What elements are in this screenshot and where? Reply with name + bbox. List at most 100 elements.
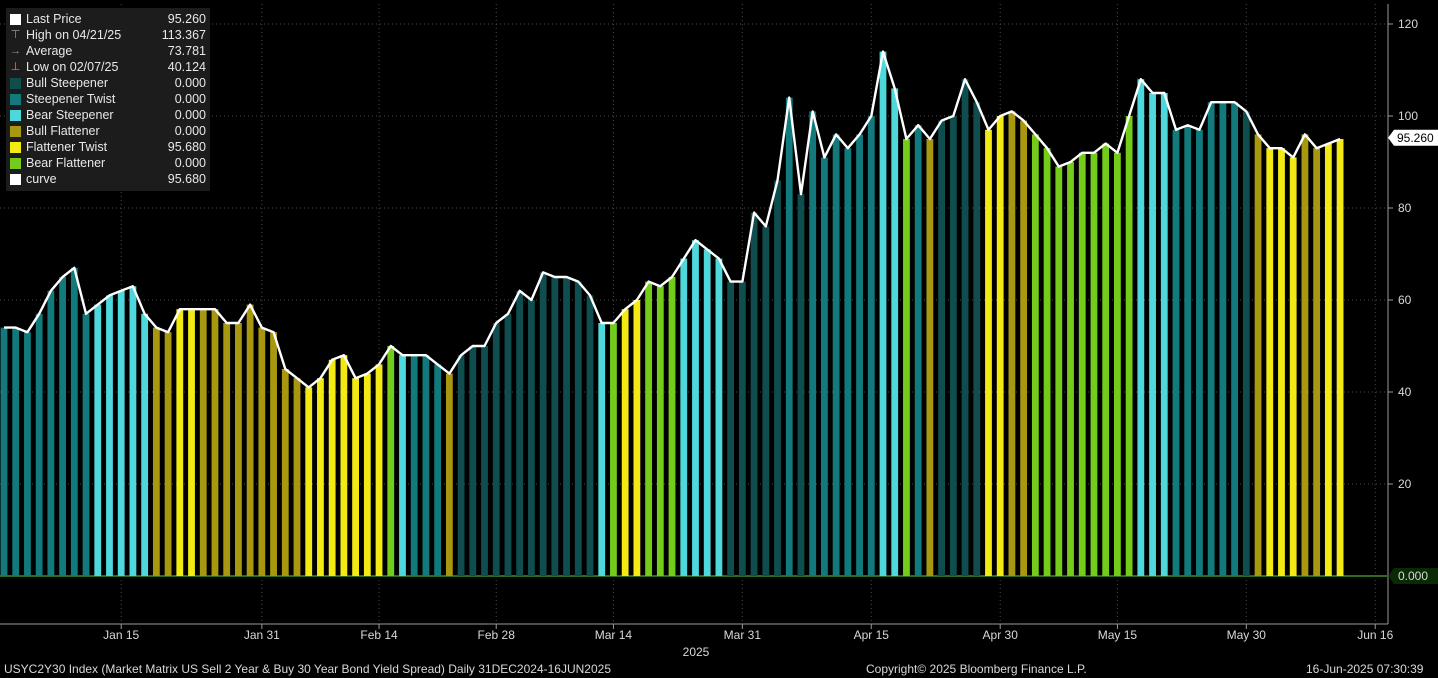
bar bbox=[94, 304, 102, 576]
bar bbox=[1266, 148, 1274, 576]
bar bbox=[551, 277, 559, 576]
x-tick-label: Apr 30 bbox=[983, 628, 1019, 642]
bar bbox=[24, 332, 31, 576]
legend-value: 113.367 bbox=[161, 28, 206, 42]
bar bbox=[1324, 143, 1332, 576]
x-tick-label: Apr 15 bbox=[854, 628, 890, 642]
bar bbox=[246, 304, 254, 576]
y-tick-label: 100 bbox=[1398, 109, 1418, 123]
bar bbox=[1196, 129, 1203, 577]
bar bbox=[70, 267, 78, 576]
bar bbox=[375, 364, 383, 576]
bar bbox=[188, 309, 195, 576]
legend-item: Bull Flattener 0.000 bbox=[10, 123, 206, 139]
bar bbox=[1031, 134, 1039, 576]
bar bbox=[692, 240, 699, 576]
legend-item: ⊤ High on 04/21/25 113.367 bbox=[10, 27, 206, 43]
bar bbox=[528, 300, 535, 576]
bar bbox=[738, 281, 746, 576]
legend-item: ⊥ Low on 02/07/25 40.124 bbox=[10, 59, 206, 75]
legend-label: Last Price bbox=[26, 12, 82, 26]
bar bbox=[223, 323, 231, 576]
bar bbox=[961, 79, 969, 576]
bar bbox=[574, 281, 582, 576]
y-tick-label: 80 bbox=[1398, 201, 1412, 215]
legend-swatch bbox=[10, 173, 21, 185]
x-tick-label: May 30 bbox=[1227, 628, 1267, 642]
bar bbox=[129, 286, 137, 576]
bar bbox=[176, 309, 184, 576]
bar bbox=[715, 258, 723, 576]
legend-value: 95.260 bbox=[167, 12, 206, 26]
bar bbox=[598, 323, 606, 576]
bar bbox=[387, 346, 395, 576]
bar bbox=[152, 327, 160, 576]
bar bbox=[1020, 120, 1028, 576]
bar bbox=[903, 139, 910, 576]
bar bbox=[809, 111, 817, 577]
legend-swatch bbox=[10, 109, 21, 121]
bar bbox=[106, 295, 113, 576]
bar bbox=[199, 309, 207, 576]
legend-swatch bbox=[10, 157, 21, 169]
bar bbox=[856, 134, 863, 576]
legend-swatch bbox=[10, 125, 21, 137]
bar bbox=[1278, 148, 1285, 576]
bar bbox=[481, 346, 488, 576]
legend-label: Flattener Twist bbox=[26, 140, 108, 154]
bar bbox=[1102, 143, 1110, 576]
legend-label: Average bbox=[26, 44, 73, 58]
bar bbox=[1149, 93, 1156, 576]
x-tick-label: Jan 15 bbox=[103, 628, 139, 642]
bar bbox=[785, 97, 793, 576]
bar bbox=[445, 373, 453, 576]
bar bbox=[270, 332, 277, 576]
bar bbox=[141, 313, 149, 576]
bar bbox=[317, 378, 324, 576]
bar bbox=[82, 313, 90, 576]
bar bbox=[117, 290, 125, 576]
footer-timestamp: 16-Jun-2025 07:30:39 bbox=[1306, 662, 1424, 676]
bar bbox=[492, 323, 500, 576]
x-tick-label: Jan 31 bbox=[244, 628, 280, 642]
bar bbox=[211, 309, 219, 576]
legend-swatch bbox=[10, 141, 21, 153]
bar bbox=[1008, 111, 1016, 577]
bar bbox=[1207, 102, 1215, 576]
bar bbox=[703, 249, 711, 576]
x-tick-label: Feb 14 bbox=[360, 628, 398, 642]
bar bbox=[762, 226, 770, 576]
bar bbox=[410, 355, 418, 576]
legend-item: Bull Steepener 0.000 bbox=[10, 75, 206, 91]
legend-label: Bull Steepener bbox=[26, 76, 109, 90]
footer-ticker-description: USYC2Y30 Index (Market Matrix US Sell 2 … bbox=[4, 662, 612, 676]
legend-item: Last Price 95.260 bbox=[10, 11, 206, 27]
zero-value-tag bbox=[1388, 568, 1438, 584]
bar bbox=[1043, 148, 1051, 576]
x-tick-label: Feb 28 bbox=[478, 628, 516, 642]
legend-label: Steepener Twist bbox=[26, 92, 116, 106]
y-tick-label: 120 bbox=[1398, 17, 1418, 31]
bar bbox=[586, 295, 594, 576]
bar bbox=[352, 378, 359, 576]
y-tick-label: 20 bbox=[1398, 477, 1412, 491]
bar bbox=[1160, 93, 1168, 576]
bar bbox=[422, 355, 430, 576]
bar bbox=[1172, 129, 1180, 577]
bar bbox=[258, 327, 266, 576]
bar bbox=[1137, 79, 1145, 576]
bar bbox=[1090, 152, 1098, 577]
bar bbox=[0, 327, 8, 576]
avg-marker-icon: → bbox=[10, 45, 21, 57]
last-price-tag bbox=[1388, 129, 1438, 146]
bar bbox=[1301, 134, 1309, 576]
bar bbox=[1078, 152, 1086, 577]
bar bbox=[727, 281, 735, 576]
legend-value: 0.000 bbox=[174, 76, 206, 90]
bar bbox=[1184, 125, 1192, 576]
x-tick-label: Mar 31 bbox=[724, 628, 762, 642]
bar bbox=[469, 346, 477, 576]
legend-value: 40.124 bbox=[167, 60, 206, 74]
bar bbox=[293, 378, 301, 576]
